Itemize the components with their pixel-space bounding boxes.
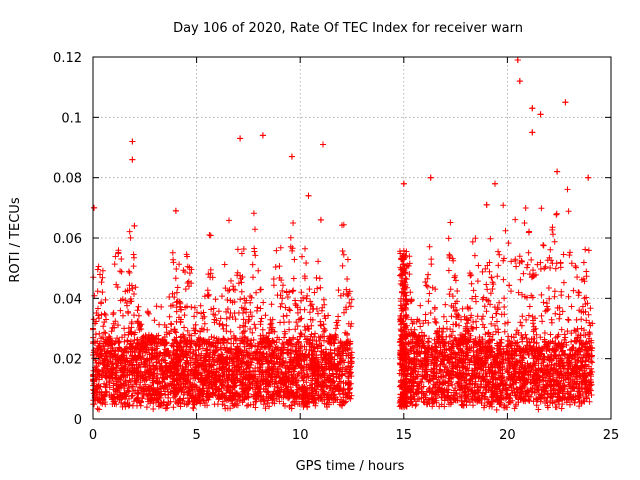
y-axis-label: ROTI / TECUs — [8, 197, 23, 282]
ticks-layer: 0 5 10 15 20 25 0 0.02 0.04 0.06 0.08 0.1 0.12 — [53, 51, 619, 443]
outlier-point — [427, 174, 434, 181]
y-tick-label: 0.04 — [53, 292, 82, 307]
outlier-point — [237, 135, 244, 142]
outlier-point — [529, 129, 536, 136]
y-tick-label: 0.12 — [53, 51, 82, 66]
outlier-point — [129, 156, 136, 163]
points-layer — [90, 57, 596, 413]
outlier-point — [305, 192, 312, 199]
x-tick-label: 10 — [292, 428, 309, 443]
outlier-point — [172, 207, 179, 214]
outlier-point — [585, 174, 592, 181]
x-tick-label: 5 — [192, 428, 200, 443]
x-tick-label: 20 — [499, 428, 516, 443]
data-point-markers — [90, 57, 596, 413]
grid-layer — [93, 57, 611, 419]
y-tick-label: 0.06 — [53, 232, 82, 247]
y-tick-label: 0.1 — [61, 111, 82, 126]
chart-title: Day 106 of 2020, Rate Of TEC Index for r… — [173, 21, 523, 36]
outlier-point — [259, 132, 266, 139]
x-tick-label: 0 — [89, 428, 97, 443]
x-tick-label: 25 — [603, 428, 620, 443]
outlier-point — [554, 168, 561, 175]
outlier-point — [514, 57, 521, 64]
outlier-point — [131, 222, 138, 229]
x-tick-label: 15 — [396, 428, 413, 443]
y-tick-label: 0.08 — [53, 172, 82, 187]
x-axis-label: GPS time / hours — [296, 459, 405, 474]
y-tick-label: 0 — [74, 413, 82, 428]
outlier-point — [562, 99, 569, 106]
outlier-point — [288, 153, 295, 160]
outlier-point — [529, 105, 536, 112]
outlier-point — [516, 78, 523, 85]
outlier-point — [483, 201, 490, 208]
outlier-point — [129, 138, 136, 145]
outlier-point — [537, 111, 544, 118]
outlier-point — [400, 180, 407, 187]
y-tick-label: 0.02 — [53, 353, 82, 368]
outlier-point — [91, 204, 98, 211]
outlier-point — [319, 141, 326, 148]
outlier-point — [317, 216, 324, 223]
outlier-point — [491, 180, 498, 187]
